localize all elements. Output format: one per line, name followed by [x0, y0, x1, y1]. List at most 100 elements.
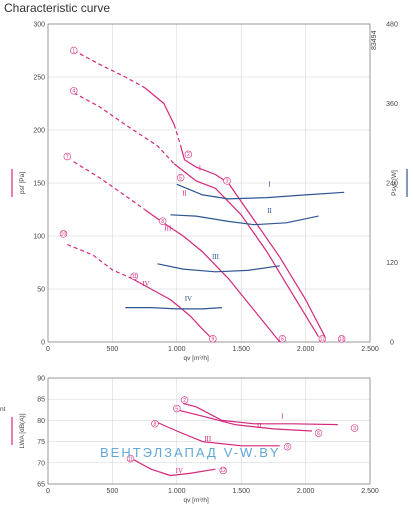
curve-label: III	[212, 253, 220, 261]
operating-point-marker	[70, 87, 78, 95]
operating-point-label: 4	[72, 89, 75, 95]
power-curve	[176, 183, 345, 200]
watermark-part-3: V-W.BY	[224, 445, 281, 460]
operating-point-label: 9	[286, 444, 289, 450]
y2-tick-label: 360	[386, 101, 398, 108]
operating-point-label: 5	[179, 176, 182, 182]
curve-label: III	[204, 435, 212, 443]
pressure-power-chart: 0 500 1.000 1.500 2.000 2.5000501001502002503…	[11, 22, 408, 362]
characteristic-curve	[131, 458, 216, 477]
x-tick-label: 0	[46, 346, 50, 353]
curve-label: IV	[142, 280, 149, 288]
y2-tick-label: 480	[386, 22, 398, 29]
operating-point-label: 11	[128, 456, 133, 462]
x-tick-label: 2.500	[361, 488, 379, 495]
operating-point-label: 3	[353, 426, 356, 432]
operating-point-label: 12	[220, 468, 226, 474]
operating-point-marker	[223, 177, 231, 185]
operating-point-marker	[151, 420, 159, 428]
x-tick-label: 1.000	[168, 488, 186, 495]
y2-tick-label: 0	[390, 340, 394, 347]
operating-point-label: 5	[175, 406, 178, 412]
operating-point-marker	[314, 429, 323, 437]
characteristic-curve	[144, 87, 175, 125]
x-tick-label: 1.500	[232, 346, 250, 353]
operating-point-marker	[337, 335, 346, 343]
characteristic-curve	[176, 409, 313, 432]
operating-point-marker	[130, 272, 138, 280]
y-tick-label: 70	[37, 460, 45, 467]
operating-point-marker	[184, 150, 193, 159]
curve-label: II	[257, 422, 262, 430]
x-tick-label: 0	[46, 488, 50, 495]
characteristic-curve	[67, 243, 132, 279]
plot-frame	[47, 23, 371, 343]
operating-point-marker	[318, 335, 327, 343]
y-tick-label: 65	[37, 482, 45, 489]
operating-point-marker	[176, 174, 185, 182]
watermark: ВЕНТЭЛЗАПАД V-W.BY	[100, 445, 281, 460]
operating-point-marker	[63, 152, 72, 161]
curve-label: I	[268, 180, 271, 188]
y-tick-label: 75	[37, 439, 45, 446]
x-tick-label: 2.000	[297, 346, 315, 353]
characteristic-curve	[73, 92, 175, 165]
power-curve	[125, 307, 222, 310]
operating-point-label: 11	[132, 274, 137, 280]
x-tick-label: 2.000	[297, 488, 315, 495]
y-tick-label: 0	[41, 340, 45, 347]
curve-label: III	[164, 225, 172, 233]
y-tick-label: 300	[33, 22, 45, 29]
operating-point-marker	[283, 442, 292, 451]
y-tick-label: 250	[33, 75, 45, 82]
operating-point-label: 10	[61, 232, 67, 238]
operating-point-marker	[278, 335, 287, 343]
y2-axis-label: Psys [W]	[391, 170, 398, 196]
y-tick-label: 80	[37, 418, 45, 425]
y-axis-label: psf [Pa]	[19, 172, 26, 194]
x-tick-label: 2.500	[361, 346, 379, 353]
curve-label: I	[199, 164, 202, 172]
operating-point-marker	[126, 454, 135, 463]
operating-point-marker	[59, 230, 68, 238]
characteristic-curve	[73, 49, 145, 89]
curve-label: II	[182, 190, 187, 198]
y-tick-label: 100	[33, 234, 45, 241]
y-tick-label: 90	[37, 376, 45, 383]
operating-point-marker	[70, 46, 78, 55]
operating-point-label: 7	[66, 154, 69, 160]
operating-point-label: 12	[320, 337, 326, 343]
operating-point-label: 2	[183, 398, 186, 404]
curve-label: I	[281, 412, 284, 420]
operating-point-label: 1	[72, 48, 75, 54]
power-curve	[170, 214, 319, 226]
operating-point-label: 9	[211, 337, 214, 343]
cut-label: nt	[0, 406, 6, 413]
x-axis-label: qv [m³/h]	[183, 497, 208, 504]
operating-point-marker	[180, 396, 189, 404]
page-title: Characteristic curve	[4, 1, 110, 15]
watermark-part-1: ВЕНТЭЛ	[100, 445, 164, 460]
x-axis-label: qv [m³/h]	[183, 355, 208, 362]
y-axis-label: LWA [dB(A)]	[19, 413, 26, 448]
characteristic-curve	[157, 421, 280, 447]
x-tick-label: 1.000	[168, 346, 186, 353]
power-curve	[157, 263, 280, 273]
characteristic-curve	[173, 163, 320, 338]
plot-frame	[47, 377, 371, 485]
chart-code-label: 83494	[371, 30, 378, 50]
operating-point-marker	[350, 424, 359, 432]
operating-point-marker	[209, 335, 217, 343]
operating-point-label: 2	[187, 152, 190, 158]
y-tick-label: 85	[37, 397, 45, 404]
operating-point-label: 13	[339, 337, 345, 343]
y2-tick-label: 120	[386, 260, 398, 267]
operating-point-label: 6	[281, 337, 284, 343]
y-tick-label: 150	[33, 181, 45, 188]
operating-point-marker	[158, 217, 167, 225]
y-tick-label: 50	[37, 287, 45, 294]
operating-point-label: 6	[317, 431, 320, 437]
y2-tick-label: 240	[386, 181, 398, 188]
